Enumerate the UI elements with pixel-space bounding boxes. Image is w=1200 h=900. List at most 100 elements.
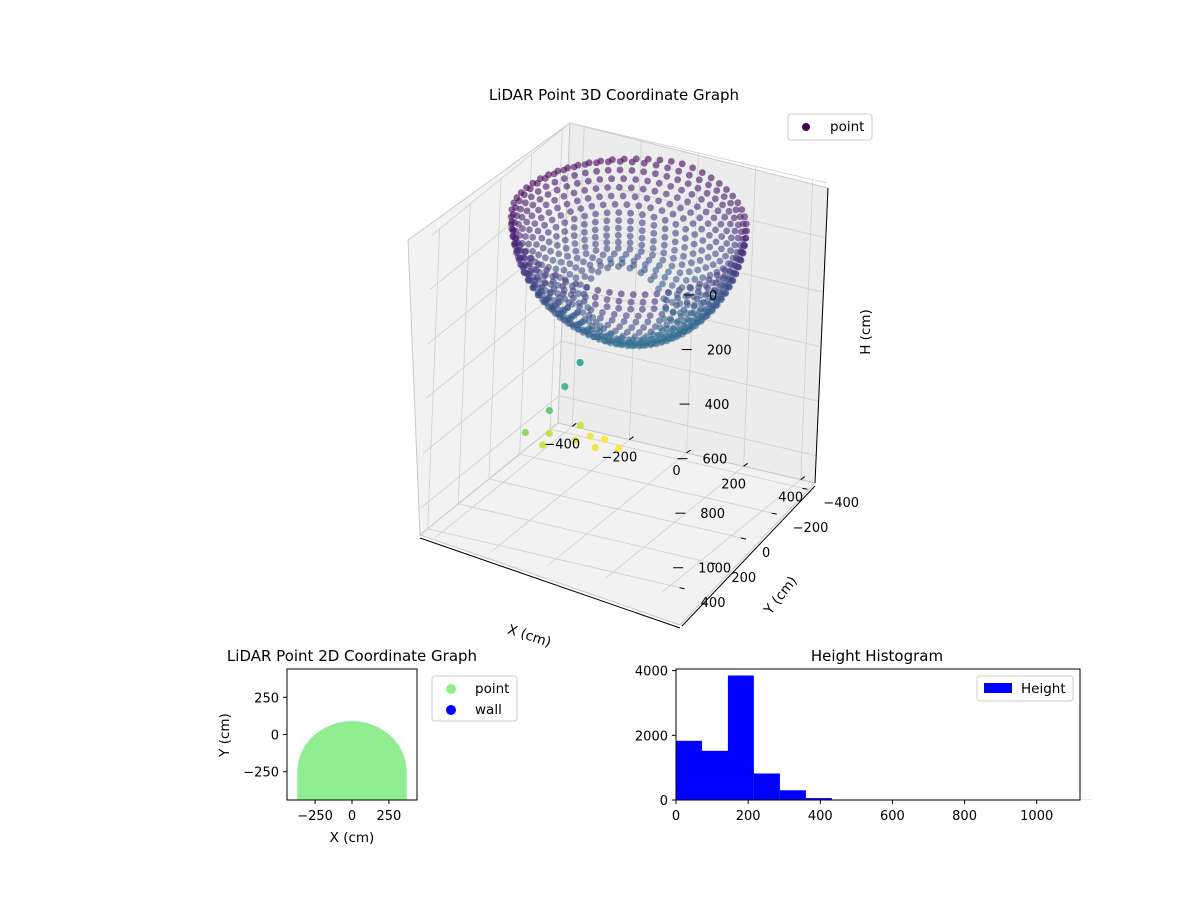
- z-tick-label: 200: [707, 344, 732, 359]
- cloud-point: [597, 332, 605, 340]
- cloud-point: [688, 191, 696, 198]
- cloud-point: [597, 323, 604, 330]
- cloud-point: [725, 207, 733, 215]
- cloud-point: [628, 324, 636, 331]
- cloud-point: [655, 197, 662, 205]
- cloud-point: [719, 265, 727, 272]
- cloud-point: [682, 292, 690, 300]
- cloud-point: [659, 256, 667, 264]
- cloud-point: [615, 297, 623, 305]
- outlier-point: [615, 444, 623, 452]
- cloud-point: [610, 250, 618, 258]
- cloud-point: [732, 206, 740, 214]
- cloud-point: [556, 274, 564, 281]
- cloud-point: [731, 241, 739, 249]
- cloud-point: [607, 255, 614, 263]
- cloud-point: [554, 281, 562, 289]
- cloud-point: [727, 247, 734, 255]
- cloud-point: [559, 312, 567, 320]
- cloud-point: [685, 171, 693, 179]
- cloud-point: [592, 301, 599, 308]
- cloud-point: [615, 217, 622, 224]
- cloud-point: [702, 264, 710, 271]
- cloud-point: [631, 193, 639, 201]
- cloud-point: [650, 305, 658, 313]
- cloud-point: [662, 190, 670, 198]
- cloud-point: [532, 258, 539, 266]
- cloud-point: [581, 212, 588, 220]
- z-tick-label: 0: [709, 289, 717, 304]
- cloud-point: [554, 167, 562, 175]
- cloud-point: [561, 295, 569, 303]
- cloud-point: [694, 184, 702, 192]
- legend-3d: point: [787, 113, 873, 141]
- cloud-point: [572, 264, 580, 271]
- cloud-point: [597, 157, 605, 165]
- cloud-point: [632, 318, 640, 326]
- cloud-point: [573, 197, 581, 205]
- grid-line: [558, 395, 817, 457]
- cloud-point: [721, 213, 729, 221]
- cloud-point: [690, 293, 698, 301]
- grid-line: [488, 178, 502, 480]
- grid-line: [628, 139, 642, 440]
- cloud-point: [674, 318, 682, 325]
- cloud-point: [632, 176, 640, 183]
- cloud-point: [684, 198, 691, 206]
- cloud-point: [652, 266, 660, 274]
- cloud-point: [573, 254, 581, 262]
- cloud-point: [716, 284, 724, 291]
- cloud-point: [640, 335, 648, 342]
- cloud-point: [673, 291, 681, 298]
- cloud-point: [592, 185, 600, 193]
- cloud-point: [689, 250, 697, 257]
- cloud-point: [603, 217, 611, 225]
- cloud-point: [690, 240, 698, 248]
- cloud-point: [651, 298, 659, 305]
- cloud-point: [557, 212, 565, 219]
- cloud-point: [588, 266, 596, 274]
- cloud-point: [604, 321, 612, 329]
- cloud-point: [544, 191, 552, 198]
- cloud-point: [568, 282, 576, 290]
- cloud-point: [719, 201, 726, 209]
- cloud-point: [626, 239, 634, 247]
- cloud-point: [563, 200, 571, 208]
- ticks-3d: −400 −200 0 200 400 −400 −200 0 200 400 0 200 400 600…: [544, 289, 859, 611]
- cloud-point: [530, 265, 538, 273]
- y-tick-label-2d: 0: [271, 729, 279, 744]
- cloud-point: [577, 205, 585, 213]
- cloud-point: [688, 259, 695, 267]
- cloud-point: [581, 243, 589, 251]
- cloud-point: [570, 215, 578, 223]
- cloud-point: [731, 227, 739, 235]
- cloud-point: [687, 209, 694, 217]
- cloud-point: [704, 290, 711, 297]
- cloud-point: [647, 204, 654, 212]
- z-axis-label: H (cm): [858, 309, 874, 355]
- cloud-point: [609, 156, 616, 164]
- cloud-point: [581, 273, 589, 280]
- cloud-point: [536, 269, 543, 276]
- cloud-point: [680, 215, 687, 222]
- cloud-point: [673, 194, 681, 202]
- cloud-point: [669, 331, 676, 339]
- cloud-point: [691, 275, 699, 283]
- cloud-point: [536, 175, 544, 183]
- cloud-point: [599, 201, 607, 209]
- cloud-point: [660, 249, 668, 257]
- cloud-point: [730, 262, 738, 269]
- cloud-point: [656, 156, 664, 164]
- cloud-point: [588, 202, 596, 210]
- cloud-point: [526, 255, 534, 262]
- cloud-point: [562, 244, 570, 252]
- cloud-point: [691, 301, 698, 309]
- cloud-point: [575, 290, 582, 297]
- cloud-point: [566, 270, 574, 278]
- grid-line: [457, 203, 471, 504]
- grid-line: [458, 503, 716, 565]
- cloud-point: [627, 209, 634, 217]
- cloud-point: [539, 292, 547, 300]
- cloud-point: [696, 214, 704, 222]
- cloud-point: [592, 240, 599, 248]
